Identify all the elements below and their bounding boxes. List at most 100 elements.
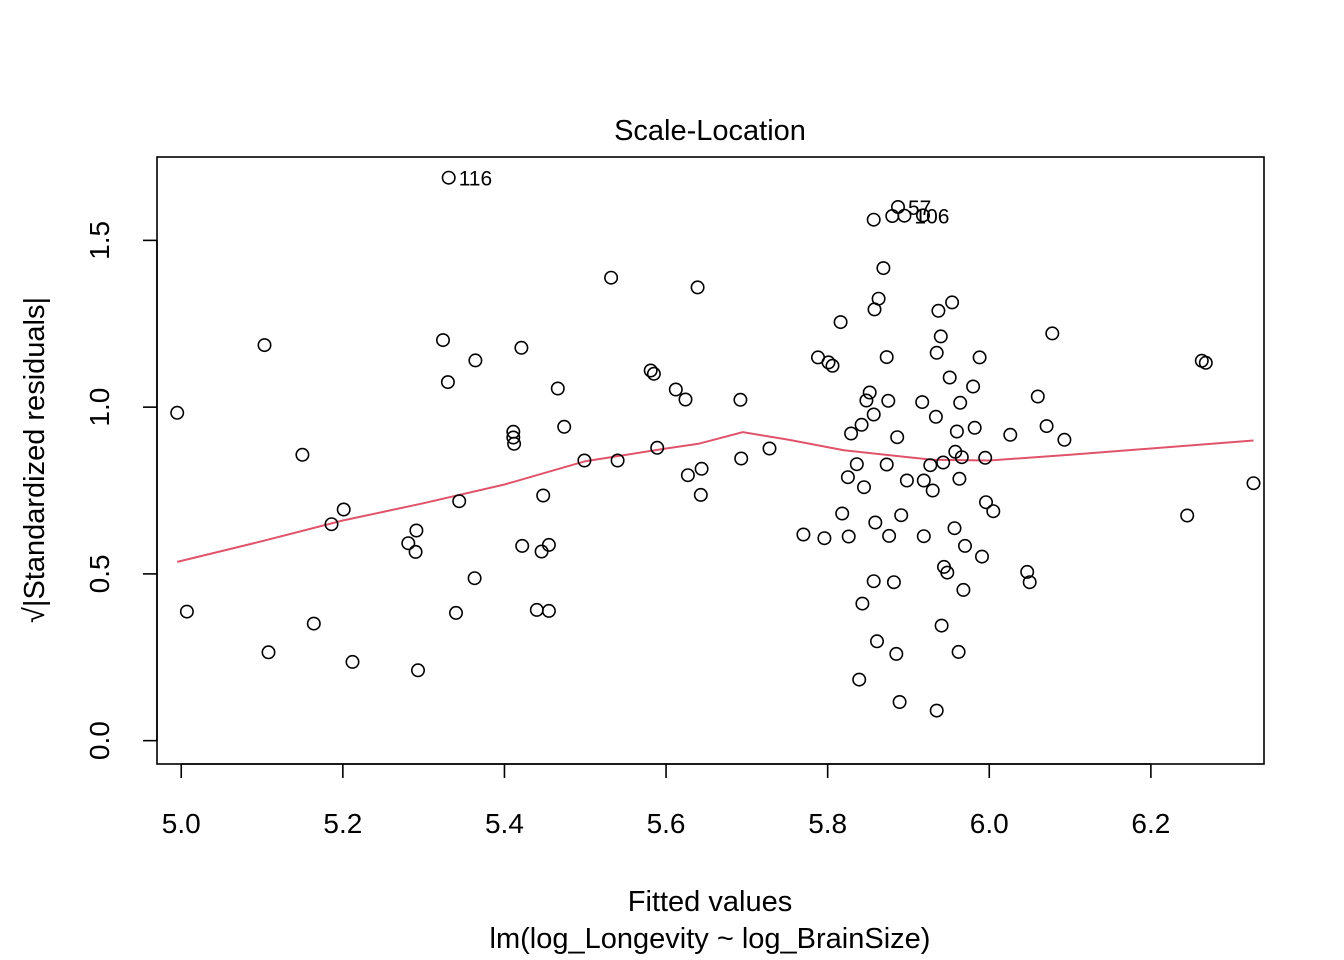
data-point — [408, 544, 423, 559]
points-group — [170, 170, 1261, 718]
data-point — [825, 358, 840, 373]
data-point — [1039, 419, 1054, 434]
data-point — [1057, 432, 1072, 447]
data-point — [468, 353, 483, 368]
data-point — [435, 333, 450, 348]
data-point — [852, 672, 867, 687]
y-tick-label: 1.0 — [84, 388, 115, 427]
x-tick-label: 5.8 — [808, 808, 847, 839]
data-point — [536, 488, 551, 503]
x-tick-label: 6.2 — [1131, 808, 1170, 839]
data-point — [866, 212, 881, 227]
point-label: 116 — [459, 168, 492, 191]
data-point — [876, 261, 891, 276]
data-point — [179, 604, 194, 619]
data-point — [915, 395, 930, 410]
data-point — [889, 646, 904, 661]
y-tick-label: 0.5 — [84, 554, 115, 593]
data-point — [840, 470, 855, 485]
x-tick-label: 6.0 — [970, 808, 1009, 839]
data-point — [952, 471, 967, 486]
data-point — [550, 381, 565, 396]
x-tick-label: 5.2 — [323, 808, 362, 839]
data-point — [929, 703, 944, 718]
data-point — [972, 350, 987, 365]
data-point — [762, 441, 777, 456]
data-point — [849, 457, 864, 472]
data-point — [942, 370, 957, 385]
data-point — [336, 502, 351, 517]
data-point — [954, 450, 969, 465]
data-point — [441, 170, 456, 185]
data-point — [933, 329, 948, 344]
x-tick-label: 5.6 — [647, 808, 686, 839]
data-point — [817, 531, 832, 546]
data-point — [467, 571, 482, 586]
data-point — [945, 295, 960, 310]
data-point — [678, 392, 693, 407]
y-tick-label: 0.0 — [84, 721, 115, 760]
data-point — [882, 528, 897, 543]
data-point — [978, 495, 993, 510]
x-tick-label: 5.4 — [485, 808, 524, 839]
data-point — [733, 392, 748, 407]
smooth-line-group — [176, 431, 1254, 563]
smooth-line — [176, 431, 1254, 563]
data-point — [947, 521, 962, 536]
data-point — [1045, 326, 1060, 341]
data-point — [1020, 564, 1035, 579]
data-point — [899, 473, 914, 488]
data-point — [934, 618, 949, 633]
data-point — [897, 208, 912, 223]
data-point — [410, 663, 425, 678]
data-point — [680, 468, 695, 483]
plot-frame — [156, 156, 1265, 765]
data-point — [916, 529, 931, 544]
data-point — [967, 420, 982, 435]
data-point — [936, 455, 951, 470]
data-point — [866, 407, 881, 422]
x-axis-label: Fitted values — [628, 886, 792, 918]
data-point — [956, 582, 971, 597]
data-point — [170, 405, 185, 420]
data-point — [541, 603, 556, 618]
data-point — [890, 430, 905, 445]
data-point — [324, 517, 339, 532]
data-point — [866, 574, 881, 589]
chart-title: Scale-Location — [614, 115, 806, 147]
data-point — [694, 461, 709, 476]
data-point — [951, 644, 966, 659]
data-point — [868, 515, 883, 530]
data-point — [401, 536, 416, 551]
data-point — [881, 393, 896, 408]
data-point — [923, 458, 938, 473]
data-point — [1246, 476, 1261, 491]
data-point — [796, 527, 811, 542]
data-point — [1180, 508, 1195, 523]
data-point — [915, 208, 930, 223]
data-point — [859, 393, 874, 408]
data-point — [885, 209, 900, 224]
data-point — [862, 385, 877, 400]
data-point — [261, 645, 276, 660]
data-point — [646, 366, 661, 381]
data-point — [931, 303, 946, 318]
data-point — [577, 453, 592, 468]
data-point — [1030, 389, 1045, 404]
data-point — [690, 280, 705, 295]
data-point — [953, 395, 968, 410]
data-point — [844, 426, 859, 441]
data-point — [668, 382, 683, 397]
data-point — [929, 345, 944, 360]
data-point — [879, 350, 894, 365]
data-point — [1022, 575, 1037, 590]
data-point — [534, 544, 549, 559]
model-subtitle: lm(log_Longevity ~ log_BrainSize) — [490, 923, 931, 955]
data-point — [966, 379, 981, 394]
data-point — [643, 363, 658, 378]
data-point — [541, 537, 556, 552]
data-point — [693, 487, 708, 502]
point-label: 57 — [908, 197, 931, 220]
